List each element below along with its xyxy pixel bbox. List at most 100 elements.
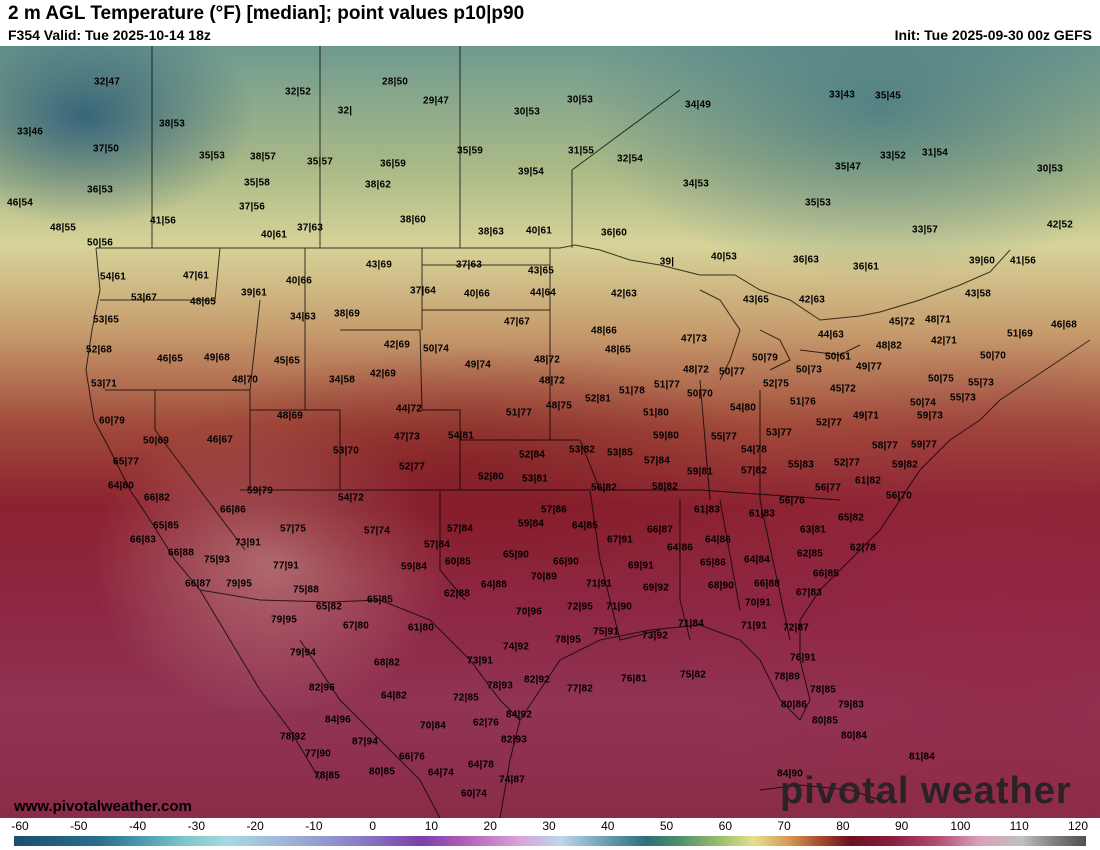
point-value-label: 64|86 — [666, 542, 694, 554]
point-value-label: 65|86 — [699, 557, 727, 569]
point-value-label: 50|74 — [422, 343, 450, 355]
legend-tick: -30 — [187, 819, 205, 833]
point-value-label: 45|65 — [273, 355, 301, 367]
point-value-label: 52|81 — [584, 393, 612, 405]
map-header: 2 m AGL Temperature (°F) [median]; point… — [0, 0, 1100, 46]
legend-tick: -20 — [246, 819, 264, 833]
point-value-label: 35|58 — [243, 177, 271, 189]
point-value-label: 64|80 — [107, 480, 135, 492]
point-value-label: 48|71 — [924, 314, 952, 326]
point-value-label: 78|85 — [809, 684, 837, 696]
point-value-label: 37|50 — [92, 143, 120, 155]
point-value-label: 29|47 — [422, 95, 450, 107]
legend-tick: -50 — [70, 819, 88, 833]
point-value-label: 50|77 — [718, 366, 746, 378]
point-value-label: 36|53 — [86, 184, 114, 196]
point-value-label: 65|85 — [366, 594, 394, 606]
point-value-label: 35|53 — [198, 150, 226, 162]
legend-tick: 110 — [1009, 819, 1029, 833]
point-value-label: 40|61 — [525, 225, 553, 237]
legend-tick: -60 — [11, 819, 29, 833]
point-value-label: 66|82 — [143, 492, 171, 504]
point-value-label: 50|73 — [795, 364, 823, 376]
point-value-label: 65|85 — [152, 520, 180, 532]
point-value-label: 39|54 — [517, 166, 545, 178]
point-value-label: 66|88 — [167, 547, 195, 559]
point-value-label: 46|65 — [156, 353, 184, 365]
point-value-label: 64|84 — [743, 554, 771, 566]
point-value-label: 64|82 — [380, 690, 408, 702]
point-value-label: 60|74 — [460, 788, 488, 800]
point-value-label: 60|85 — [444, 556, 472, 568]
point-value-label: 38|57 — [249, 151, 277, 163]
point-value-label: 59|79 — [246, 485, 274, 497]
legend-tick: 0 — [369, 819, 376, 833]
point-value-label: 66|90 — [552, 556, 580, 568]
point-value-label: 30|53 — [566, 94, 594, 106]
point-value-label: 46|67 — [206, 434, 234, 446]
legend-tick: 50 — [659, 819, 674, 833]
point-value-label: 48|70 — [231, 374, 259, 386]
legend-tick: 30 — [542, 819, 556, 833]
point-value-label: 51|69 — [1006, 328, 1034, 340]
point-value-label: 43|65 — [742, 294, 770, 306]
point-value-label: 59|73 — [916, 410, 944, 422]
point-value-label: 77|90 — [304, 748, 332, 760]
point-value-label: 59|84 — [517, 518, 545, 530]
point-value-label: 71|91 — [740, 620, 768, 632]
legend-tick: 80 — [836, 819, 850, 833]
point-value-label: 48|66 — [590, 325, 618, 337]
point-value-label: 72|87 — [782, 622, 810, 634]
point-value-label: 36|63 — [792, 254, 820, 266]
point-value-label: 51|77 — [505, 407, 533, 419]
point-value-label: 50|69 — [142, 435, 170, 447]
point-value-label: 52|75 — [762, 378, 790, 390]
point-value-label: 43|65 — [527, 265, 555, 277]
point-value-label: 47|73 — [393, 431, 421, 443]
point-value-label: 55|77 — [710, 431, 738, 443]
point-value-label: 87|94 — [351, 736, 379, 748]
point-value-label: 60|79 — [98, 415, 126, 427]
point-value-label: 75|93 — [203, 554, 231, 566]
point-value-label: 32|52 — [284, 86, 312, 98]
point-value-label: 64|78 — [467, 759, 495, 771]
point-value-label: 42|52 — [1046, 219, 1074, 231]
point-value-label: 48|72 — [682, 364, 710, 376]
point-value-label: 43|69 — [365, 259, 393, 271]
point-value-label: 46|68 — [1050, 319, 1078, 331]
point-value-label: 37|64 — [409, 285, 437, 297]
point-value-label: 34|58 — [328, 374, 356, 386]
point-value-label: 40|53 — [710, 251, 738, 263]
point-value-label: 48|69 — [276, 410, 304, 422]
point-value-label: 33|43 — [828, 89, 856, 101]
point-value-label: 58|82 — [651, 481, 679, 493]
color-legend: -60 -50 -40 -30 -20 -10 0 10 20 30 40 50 60 70 80 90 100… — [0, 818, 1100, 850]
point-value-label: 34|53 — [682, 178, 710, 190]
point-value-label: 50|79 — [751, 352, 779, 364]
point-value-label: 76|91 — [789, 652, 817, 664]
point-value-label: 44|72 — [395, 403, 423, 415]
point-value-label: 57|74 — [363, 525, 391, 537]
point-value-label: 66|87 — [646, 524, 674, 536]
point-value-label: 39|61 — [240, 287, 268, 299]
point-value-label: 57|75 — [279, 523, 307, 535]
point-value-label: 36|61 — [852, 261, 880, 273]
point-value-label: 37|63 — [296, 222, 324, 234]
point-value-label: 73|91 — [234, 537, 262, 549]
point-value-label: 46|54 — [6, 197, 34, 209]
point-value-label: 64|86 — [704, 534, 732, 546]
point-value-label: 53|85 — [606, 447, 634, 459]
point-value-label: 52|84 — [518, 449, 546, 461]
point-value-label: 59|84 — [400, 561, 428, 573]
point-value-label: 54|80 — [729, 402, 757, 414]
point-value-label: 78|89 — [773, 671, 801, 683]
point-value-label: 42|69 — [383, 339, 411, 351]
point-value-label: 64|85 — [571, 520, 599, 532]
point-value-label: 38|69 — [333, 308, 361, 320]
point-value-label: 39|60 — [968, 255, 996, 267]
point-value-label: 77|82 — [566, 683, 594, 695]
point-value-label: 52|77 — [815, 417, 843, 429]
point-value-label: 53|70 — [332, 445, 360, 457]
point-value-label: 48|72 — [538, 375, 566, 387]
point-value-label: 57|84 — [423, 539, 451, 551]
